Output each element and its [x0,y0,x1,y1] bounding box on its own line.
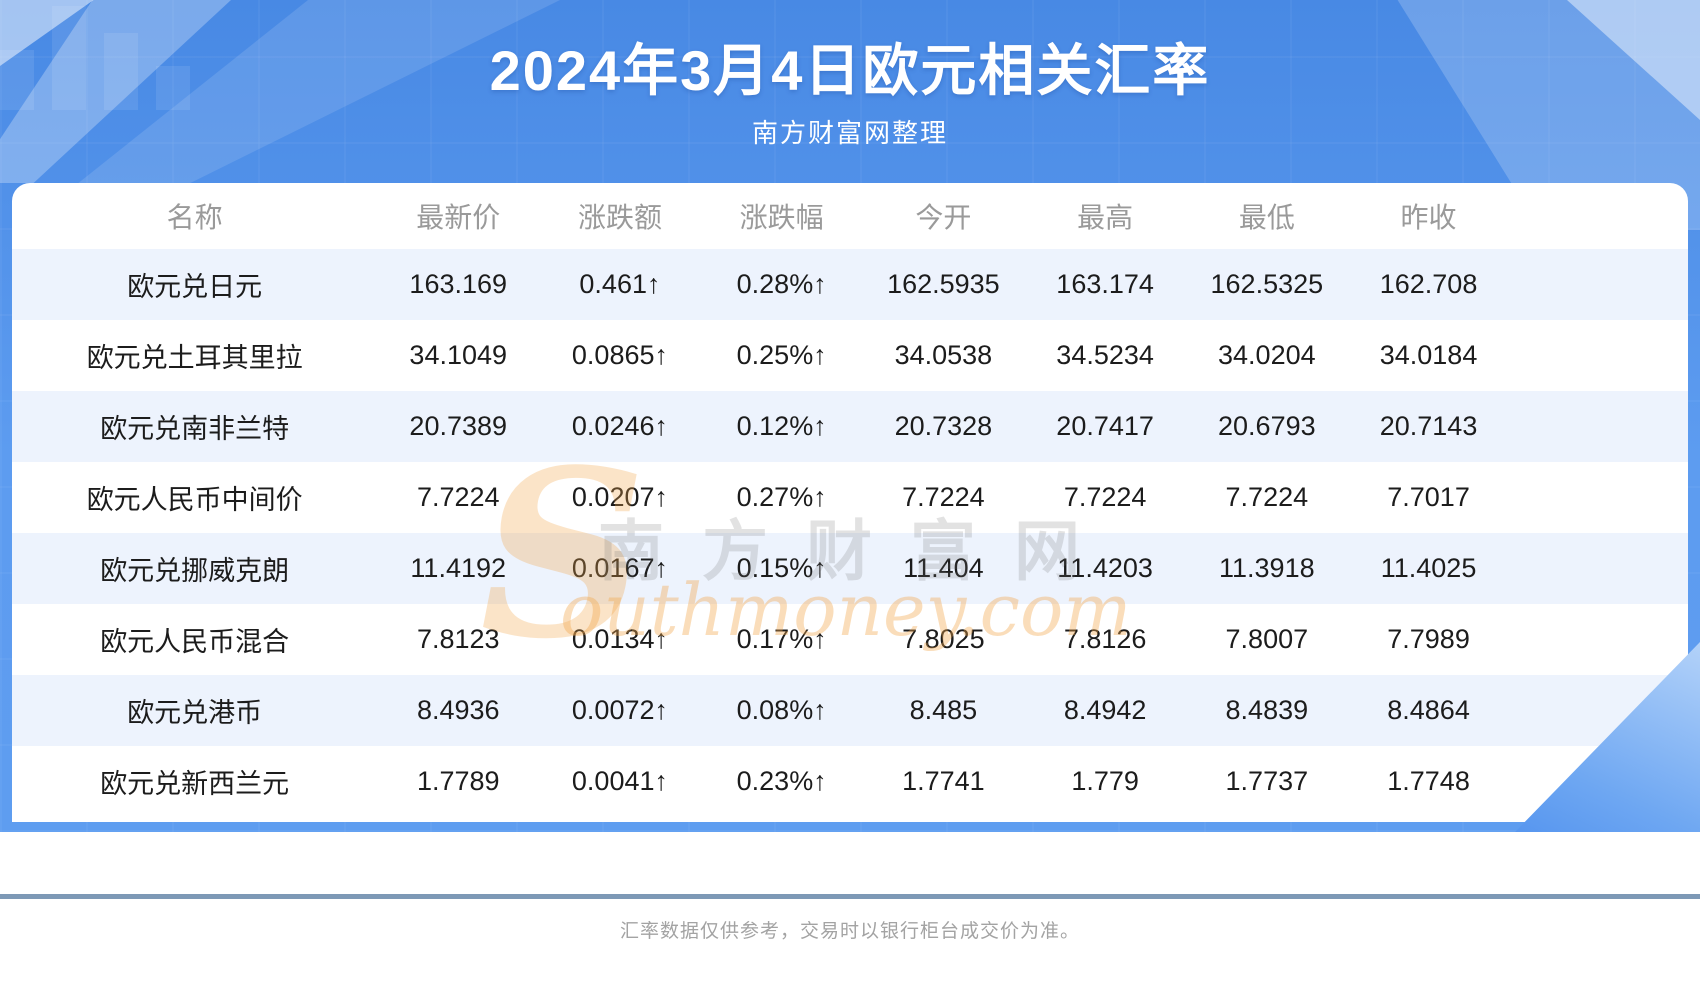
cell-prev: 20.7143 [1379,411,1478,441]
cell-low: 7.7224 [1225,482,1309,512]
cell-name: 欧元兑新西兰元 [100,769,290,799]
cell-latest: 11.4192 [410,553,507,583]
table-row: 欧元兑南非兰特 20.7389 0.0246↑ 0.12%↑ 20.7328 20.741… [12,391,1688,462]
cell-change: 0.0865↑ [571,340,668,370]
cell-high: 34.5234 [1056,340,1154,370]
cell-change: 0.0072↑ [571,695,668,725]
cell-high: 20.7417 [1056,411,1154,441]
cell-change: 0.461↑ [579,269,661,299]
cell-name: 欧元兑日元 [127,272,263,302]
cell-pct: 0.23%↑ [736,766,827,796]
cell-change: 0.0167↑ [571,553,668,583]
cell-spacer [1509,320,1688,391]
table-body: 欧元兑日元 163.169 0.461↑ 0.28%↑ 162.5935 163.174 1… [12,249,1688,817]
cell-open: 7.7224 [902,482,985,512]
cell-pct: 0.08%↑ [736,695,827,725]
cell-prev: 162.708 [1379,269,1478,299]
cell-prev: 1.7748 [1387,766,1470,796]
cell-prev: 8.4864 [1387,695,1470,725]
cell-high: 11.4203 [1057,553,1153,583]
column-header: 名称 [166,202,223,233]
cell-pct: 0.25%↑ [736,340,827,370]
cell-latest: 8.4936 [416,695,500,725]
cell-name: 欧元兑土耳其里拉 [86,343,303,373]
cell-open: 162.5935 [887,269,1000,299]
cell-prev: 34.0184 [1379,340,1478,370]
cell-low: 20.6793 [1218,411,1316,441]
rates-table: 名称 最新价 涨跌额 涨跌幅 今开 最高 最低 昨收 欧元兑日元 163.169 0.461↑ 0.… [12,183,1688,817]
table-row: 欧元人民币中间价 7.7224 0.0207↑ 0.27%↑ 7.7224 7.7224 7… [12,462,1688,533]
cell-change: 0.0134↑ [571,624,668,654]
page-subtitle: 南方财富网整理 [751,118,948,148]
cell-open: 1.7741 [902,766,985,796]
page-title: 2024年3月4日欧元相关汇率 [489,39,1211,102]
table-row: 欧元人民币混合 7.8123 0.0134↑ 0.17%↑ 7.8025 7.8126 7.… [12,604,1688,675]
cell-latest: 7.8123 [416,624,500,654]
cell-prev: 7.7017 [1387,482,1470,512]
cell-latest: 7.7224 [416,482,500,512]
cell-low: 8.4839 [1225,695,1309,725]
cell-name: 欧元兑南非兰特 [100,414,290,444]
column-header: 最低 [1238,202,1295,233]
column-header: 涨跌幅 [739,202,824,233]
cell-low: 11.3918 [1219,553,1315,583]
cell-latest: 20.7389 [409,411,508,441]
cell-high: 163.174 [1056,269,1154,299]
table-row: 欧元兑港币 8.4936 0.0072↑ 0.08%↑ 8.485 8.4942 8.483… [12,675,1688,746]
cell-open: 20.7328 [894,411,993,441]
footer-disclaimer: 汇率数据仅供参考，交易时以银行柜台成交价为准。 [619,921,1080,942]
cell-pct: 0.12%↑ [736,411,827,441]
header-row: 名称 最新价 涨跌额 涨跌幅 今开 最高 最低 昨收 [12,183,1688,249]
table-row: 欧元兑新西兰元 1.7789 0.0041↑ 0.23%↑ 1.7741 1.779 1.7… [12,746,1688,817]
footer-divider [0,894,1700,899]
cell-spacer [1509,391,1688,462]
column-header: 昨收 [1400,202,1457,233]
cell-pct: 0.28%↑ [736,269,827,299]
cell-high: 8.4942 [1063,695,1147,725]
cell-open: 11.404 [903,553,984,583]
cell-pct: 0.27%↑ [736,482,827,512]
column-header: 最新价 [416,202,501,233]
cell-open: 7.8025 [902,624,985,654]
cell-name: 欧元兑挪威克朗 [100,556,290,586]
cell-high: 7.7224 [1063,482,1147,512]
table-row: 欧元兑挪威克朗 11.4192 0.0167↑ 0.15%↑ 11.404 11.4203… [12,533,1688,604]
cell-change: 0.0041↑ [571,766,668,796]
cell-name: 欧元人民币混合 [100,627,290,657]
cell-name: 欧元兑港币 [127,698,263,728]
cell-spacer [1509,604,1688,675]
column-header: 涨跌额 [577,202,662,233]
column-header: 今开 [915,202,972,233]
cell-change: 0.0246↑ [571,411,668,441]
column-header: 最高 [1077,202,1134,233]
table-header: 名称 最新价 涨跌额 涨跌幅 今开 最高 最低 昨收 [12,183,1688,249]
cell-low: 34.0204 [1218,340,1316,370]
cell-latest: 163.169 [409,269,508,299]
cell-open: 8.485 [909,695,978,725]
cell-open: 34.0538 [894,340,993,370]
cell-high: 1.779 [1071,766,1139,796]
cell-latest: 34.1049 [409,340,508,370]
cell-latest: 1.7789 [416,766,500,796]
bar-chart-decoration [0,0,230,110]
cell-change: 0.0207↑ [571,482,668,512]
cell-pct: 0.15%↑ [736,553,827,583]
cell-prev: 7.7989 [1387,624,1470,654]
cell-high: 7.8126 [1063,624,1147,654]
cell-low: 7.8007 [1225,624,1309,654]
rates-card: 名称 最新价 涨跌额 涨跌幅 今开 最高 最低 昨收 欧元兑日元 163.169 0.461↑ 0.… [12,183,1688,822]
cell-spacer [1509,533,1688,604]
cell-prev: 11.4025 [1380,553,1477,583]
cell-low: 162.5325 [1210,269,1324,299]
cell-pct: 0.17%↑ [736,624,827,654]
cell-spacer [1509,462,1688,533]
footer: 汇率数据仅供参考，交易时以银行柜台成交价为准。 [0,832,1700,1000]
table-row: 欧元兑日元 163.169 0.461↑ 0.28%↑ 162.5935 163.174 1… [12,249,1688,320]
cell-spacer [1509,249,1688,320]
cell-name: 欧元人民币中间价 [86,485,303,515]
table-row: 欧元兑土耳其里拉 34.1049 0.0865↑ 0.25%↑ 34.0538 34.52… [12,320,1688,391]
cell-low: 1.7737 [1225,766,1309,796]
